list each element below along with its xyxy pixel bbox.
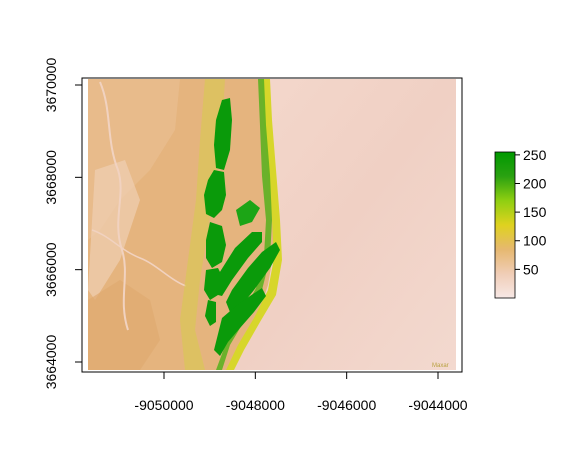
raster-vegetation [214,98,232,170]
raster-vegetation [226,242,280,312]
raster-marsh-patch [88,280,160,370]
raster-vegetation [206,222,226,268]
x-tick-label: -9048000 [226,397,285,413]
x-tick-label: -9046000 [317,397,376,413]
raster-dune-band [180,79,225,370]
colorbar-tick-label: 250 [523,147,547,163]
y-tick-label: 3670000 [43,58,59,113]
colorbar-tick-label: 50 [523,261,539,277]
x-tick-label: -9044000 [408,397,467,413]
raster-vegetation [214,288,266,356]
colorbar-tick-label: 200 [523,175,547,191]
y-tick-label: 3668000 [43,150,59,205]
colorbar-tick-label: 100 [523,233,547,249]
colorbar [494,151,516,299]
raster-water [232,79,456,370]
colorbar-ticks: 50 100 150 200 250 [515,147,547,277]
y-tick-label: 3664000 [43,335,59,390]
raster-creek [99,81,129,331]
y-tick-label: 3666000 [43,242,59,297]
raster-vegetation [204,170,226,218]
x-axis: -9050000 -9048000 -9046000 -9044000 [134,372,468,413]
raster-vegetation [236,200,260,226]
raster-marsh-patch [88,160,140,300]
raster-vegetation [214,232,262,296]
y-axis: 3664000 3666000 3668000 3670000 [43,58,82,390]
raster-vegetation [205,300,216,326]
watermark-text: Maxar [432,363,449,369]
x-tick-label: -9050000 [134,397,193,413]
raster-image: Maxar [88,79,456,370]
colorbar-tick-label: 150 [523,204,547,220]
raster-creek [91,229,187,287]
